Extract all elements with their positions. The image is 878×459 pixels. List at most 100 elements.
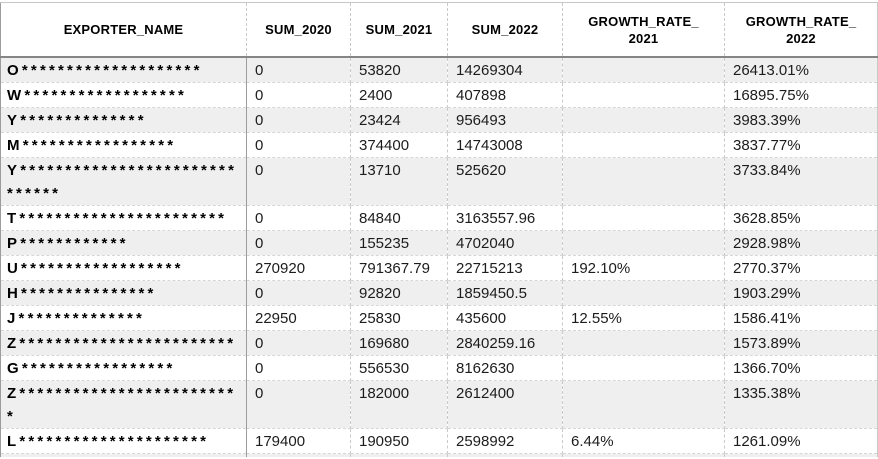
sum-2020-cell: 0 <box>246 205 351 231</box>
growth-rate-2021-cell: 6.44% <box>562 428 725 454</box>
column-header-sum-2022: SUM_2022 <box>447 2 563 58</box>
sum-2021-cell: 791367.79 <box>350 255 448 281</box>
sum-2021-cell: 374400 <box>350 132 448 158</box>
column-header-growth-rate-2022: GROWTH_RATE_ 2022 <box>724 2 878 58</box>
sum-2020-cell: 0 <box>246 280 351 306</box>
header-row: EXPORTER_NAME SUM_2020 SUM_2021 SUM_2022… <box>0 2 878 58</box>
partial-cell <box>0 453 247 457</box>
table-row: U****************** 270920 791367.79 227152… <box>0 255 878 281</box>
sum-2022-cell: 956493 <box>447 107 563 133</box>
sum-2022-cell: 4702040 <box>447 230 563 256</box>
table-row: Z************************ 0 169680 2840259.… <box>0 330 878 356</box>
exporter-name-cell: L********************* <box>0 428 247 454</box>
growth-rate-2022-cell: 3983.39% <box>724 107 878 133</box>
growth-rate-2022-cell: 1586.41% <box>724 305 878 331</box>
column-header-sum-2021: SUM_2021 <box>350 2 448 58</box>
growth-rate-2021-cell: 192.10% <box>562 255 725 281</box>
sum-2021-cell: 53820 <box>350 57 448 83</box>
sum-2020-cell: 0 <box>246 380 351 429</box>
growth-rate-2022-cell: 1903.29% <box>724 280 878 306</box>
exporter-name-cell: U****************** <box>0 255 247 281</box>
growth-rate-2021-cell <box>562 330 725 356</box>
sum-2021-cell: 13710 <box>350 157 448 206</box>
sum-2020-cell: 0 <box>246 82 351 108</box>
table-row: W****************** 0 2400 407898 16895.75% <box>0 82 878 108</box>
partial-cell <box>562 453 725 457</box>
sum-2020-cell: 0 <box>246 57 351 83</box>
exporter-name-cell: M***************** <box>0 132 247 158</box>
exporter-name-cell: Z************************* <box>0 380 247 429</box>
growth-rate-2022-cell: 3628.85% <box>724 205 878 231</box>
growth-rate-2021-cell <box>562 132 725 158</box>
sum-2022-cell: 14269304 <box>447 57 563 83</box>
sum-2021-cell: 84840 <box>350 205 448 231</box>
sum-2020-cell: 0 <box>246 157 351 206</box>
exporter-name-cell: G***************** <box>0 355 247 381</box>
growth-rate-2021-cell <box>562 205 725 231</box>
column-header-growth-rate-2021: GROWTH_RATE_ 2021 <box>562 2 725 58</box>
growth-rate-2022-cell: 1573.89% <box>724 330 878 356</box>
sum-2022-cell: 8162630 <box>447 355 563 381</box>
growth-rate-2021-cell <box>562 157 725 206</box>
partial-cell <box>350 453 448 457</box>
growth-rate-2022-cell: 16895.75% <box>724 82 878 108</box>
growth-rate-2022-cell: 3733.84% <box>724 157 878 206</box>
growth-rate-2021-cell <box>562 355 725 381</box>
sum-2021-cell: 23424 <box>350 107 448 133</box>
exporter-name-cell: Y****************************** <box>0 157 247 206</box>
growth-rate-2022-cell: 1335.38% <box>724 380 878 429</box>
table-row: Y****************************** 0 13710 525… <box>0 157 878 206</box>
growth-rate-2022-cell: 1366.70% <box>724 355 878 381</box>
growth-rate-2021-cell <box>562 280 725 306</box>
sum-2020-cell: 0 <box>246 355 351 381</box>
column-header-sum-2020: SUM_2020 <box>246 2 351 58</box>
sum-2020-cell: 0 <box>246 107 351 133</box>
exporter-name-cell: H*************** <box>0 280 247 306</box>
exporter-name-cell: P************ <box>0 230 247 256</box>
sum-2021-cell: 556530 <box>350 355 448 381</box>
sum-2022-cell: 3163557.96 <box>447 205 563 231</box>
growth-rate-2021-cell <box>562 380 725 429</box>
sum-2021-cell: 155235 <box>350 230 448 256</box>
exporter-name-cell: Y************** <box>0 107 247 133</box>
table-row: J************** 22950 25830 435600 12.55% 158… <box>0 305 878 331</box>
exporter-name-cell: J************** <box>0 305 247 331</box>
sum-2021-cell: 182000 <box>350 380 448 429</box>
table-row: Y************** 0 23424 956493 3983.39% <box>0 107 878 133</box>
table-row: Z************************* 0 182000 2612400… <box>0 380 878 429</box>
sum-2020-cell: 270920 <box>246 255 351 281</box>
growth-rate-2022-cell: 1261.09% <box>724 428 878 454</box>
sum-2022-cell: 22715213 <box>447 255 563 281</box>
partial-cell <box>246 453 351 457</box>
sum-2020-cell: 0 <box>246 132 351 158</box>
table-row: T*********************** 0 84840 3163557.96… <box>0 205 878 231</box>
sum-2020-cell: 0 <box>246 330 351 356</box>
table-row: L********************* 179400 190950 259899… <box>0 428 878 454</box>
sum-2021-cell: 169680 <box>350 330 448 356</box>
column-header-exporter-name: EXPORTER_NAME <box>0 2 247 58</box>
sum-2022-cell: 2840259.16 <box>447 330 563 356</box>
sum-2021-cell: 2400 <box>350 82 448 108</box>
growth-rate-2022-cell: 26413.01% <box>724 57 878 83</box>
sum-2022-cell: 2598992 <box>447 428 563 454</box>
table-row: O******************** 0 53820 14269304 26413… <box>0 57 878 83</box>
sum-2022-cell: 2612400 <box>447 380 563 429</box>
exporter-name-cell: W****************** <box>0 82 247 108</box>
sum-2021-cell: 25830 <box>350 305 448 331</box>
sum-2022-cell: 1859450.5 <box>447 280 563 306</box>
growth-rate-2021-cell: 12.55% <box>562 305 725 331</box>
growth-rate-2021-cell <box>562 57 725 83</box>
growth-rate-2021-cell <box>562 82 725 108</box>
growth-rate-2021-cell <box>562 230 725 256</box>
sum-2022-cell: 525620 <box>447 157 563 206</box>
sum-2020-cell: 179400 <box>246 428 351 454</box>
table-row: H*************** 0 92820 1859450.5 1903.29% <box>0 280 878 306</box>
sum-2020-cell: 22950 <box>246 305 351 331</box>
growth-rate-2022-cell: 2928.98% <box>724 230 878 256</box>
table-row: G***************** 0 556530 8162630 1366.70% <box>0 355 878 381</box>
partial-cell <box>447 453 563 457</box>
sum-2020-cell: 0 <box>246 230 351 256</box>
sum-2022-cell: 14743008 <box>447 132 563 158</box>
exporter-name-cell: O******************** <box>0 57 247 83</box>
growth-rate-2022-cell: 2770.37% <box>724 255 878 281</box>
